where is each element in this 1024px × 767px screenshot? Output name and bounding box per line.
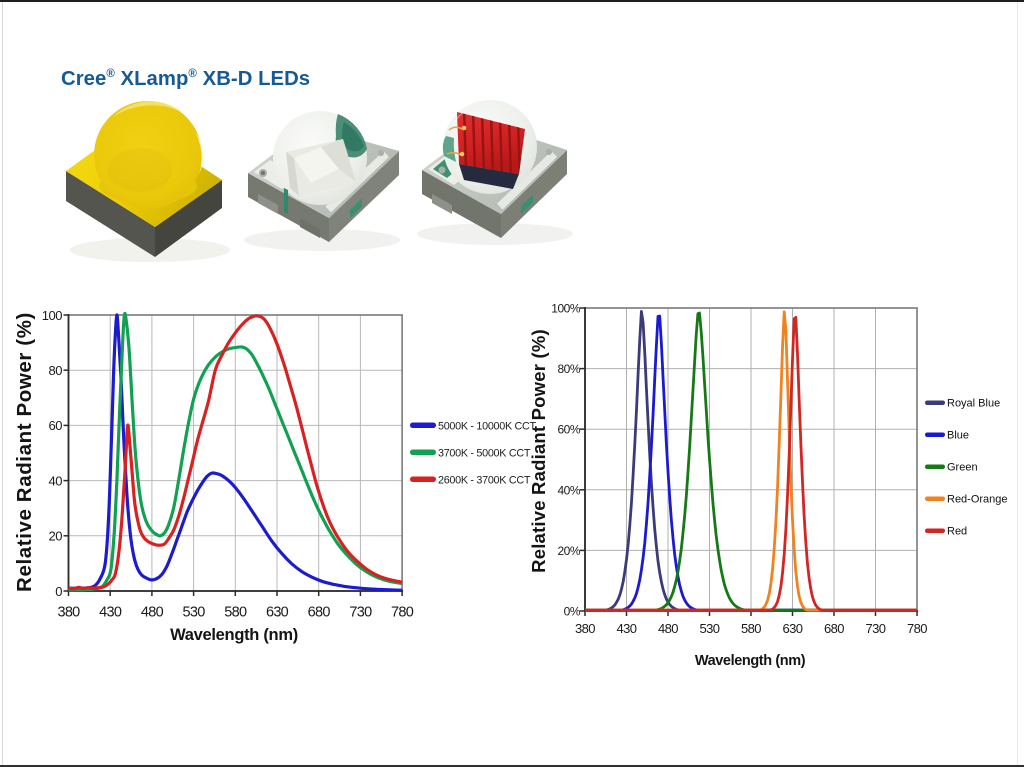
- svg-text:780: 780: [391, 605, 414, 621]
- svg-text:100%: 100%: [551, 302, 581, 316]
- svg-text:580: 580: [741, 621, 761, 636]
- svg-text:Relative Radiant Power (%): Relative Radiant Power (%): [13, 312, 36, 592]
- svg-text:680: 680: [308, 605, 331, 621]
- svg-text:60: 60: [49, 418, 63, 433]
- svg-text:380: 380: [575, 621, 595, 636]
- svg-text:Wavelength (nm): Wavelength (nm): [695, 653, 806, 669]
- svg-text:430: 430: [617, 621, 637, 636]
- svg-text:80%: 80%: [557, 362, 580, 376]
- svg-text:40%: 40%: [557, 483, 580, 497]
- svg-text:630: 630: [783, 621, 803, 636]
- svg-text:630: 630: [266, 605, 289, 621]
- svg-text:Red-Orange: Red-Orange: [947, 494, 1008, 506]
- svg-text:5000K - 10000K CCT: 5000K - 10000K CCT: [438, 421, 537, 433]
- svg-text:Cree® XLamp® XB-D LEDs: Cree® XLamp® XB-D LEDs: [61, 68, 310, 90]
- svg-text:Blue: Blue: [947, 430, 969, 442]
- svg-text:580: 580: [224, 605, 247, 621]
- svg-text:Red: Red: [947, 526, 967, 538]
- svg-text:380: 380: [57, 605, 80, 621]
- svg-text:40: 40: [49, 473, 63, 488]
- svg-text:530: 530: [700, 621, 720, 636]
- svg-text:80: 80: [49, 363, 63, 378]
- svg-text:Royal Blue: Royal Blue: [947, 398, 1000, 410]
- svg-text:Green: Green: [947, 462, 978, 474]
- svg-text:480: 480: [141, 605, 164, 621]
- svg-text:0%: 0%: [564, 605, 581, 619]
- svg-text:Wavelength (nm): Wavelength (nm): [170, 626, 298, 644]
- svg-text:530: 530: [183, 605, 206, 621]
- svg-text:730: 730: [866, 621, 886, 636]
- svg-text:480: 480: [658, 621, 678, 636]
- svg-text:0: 0: [55, 584, 62, 599]
- svg-text:430: 430: [99, 605, 122, 621]
- svg-text:680: 680: [824, 621, 844, 636]
- svg-text:780: 780: [907, 621, 927, 636]
- svg-text:20: 20: [49, 529, 63, 544]
- svg-text:2600K - 3700K CCT: 2600K - 3700K CCT: [438, 475, 531, 487]
- svg-text:730: 730: [349, 605, 372, 621]
- svg-text:3700K - 5000K CCT: 3700K - 5000K CCT: [438, 448, 531, 460]
- svg-text:100: 100: [42, 308, 62, 323]
- svg-text:20%: 20%: [557, 544, 580, 558]
- svg-text:Relative Radiant Power (%): Relative Radiant Power (%): [528, 329, 549, 573]
- svg-text:60%: 60%: [557, 423, 580, 437]
